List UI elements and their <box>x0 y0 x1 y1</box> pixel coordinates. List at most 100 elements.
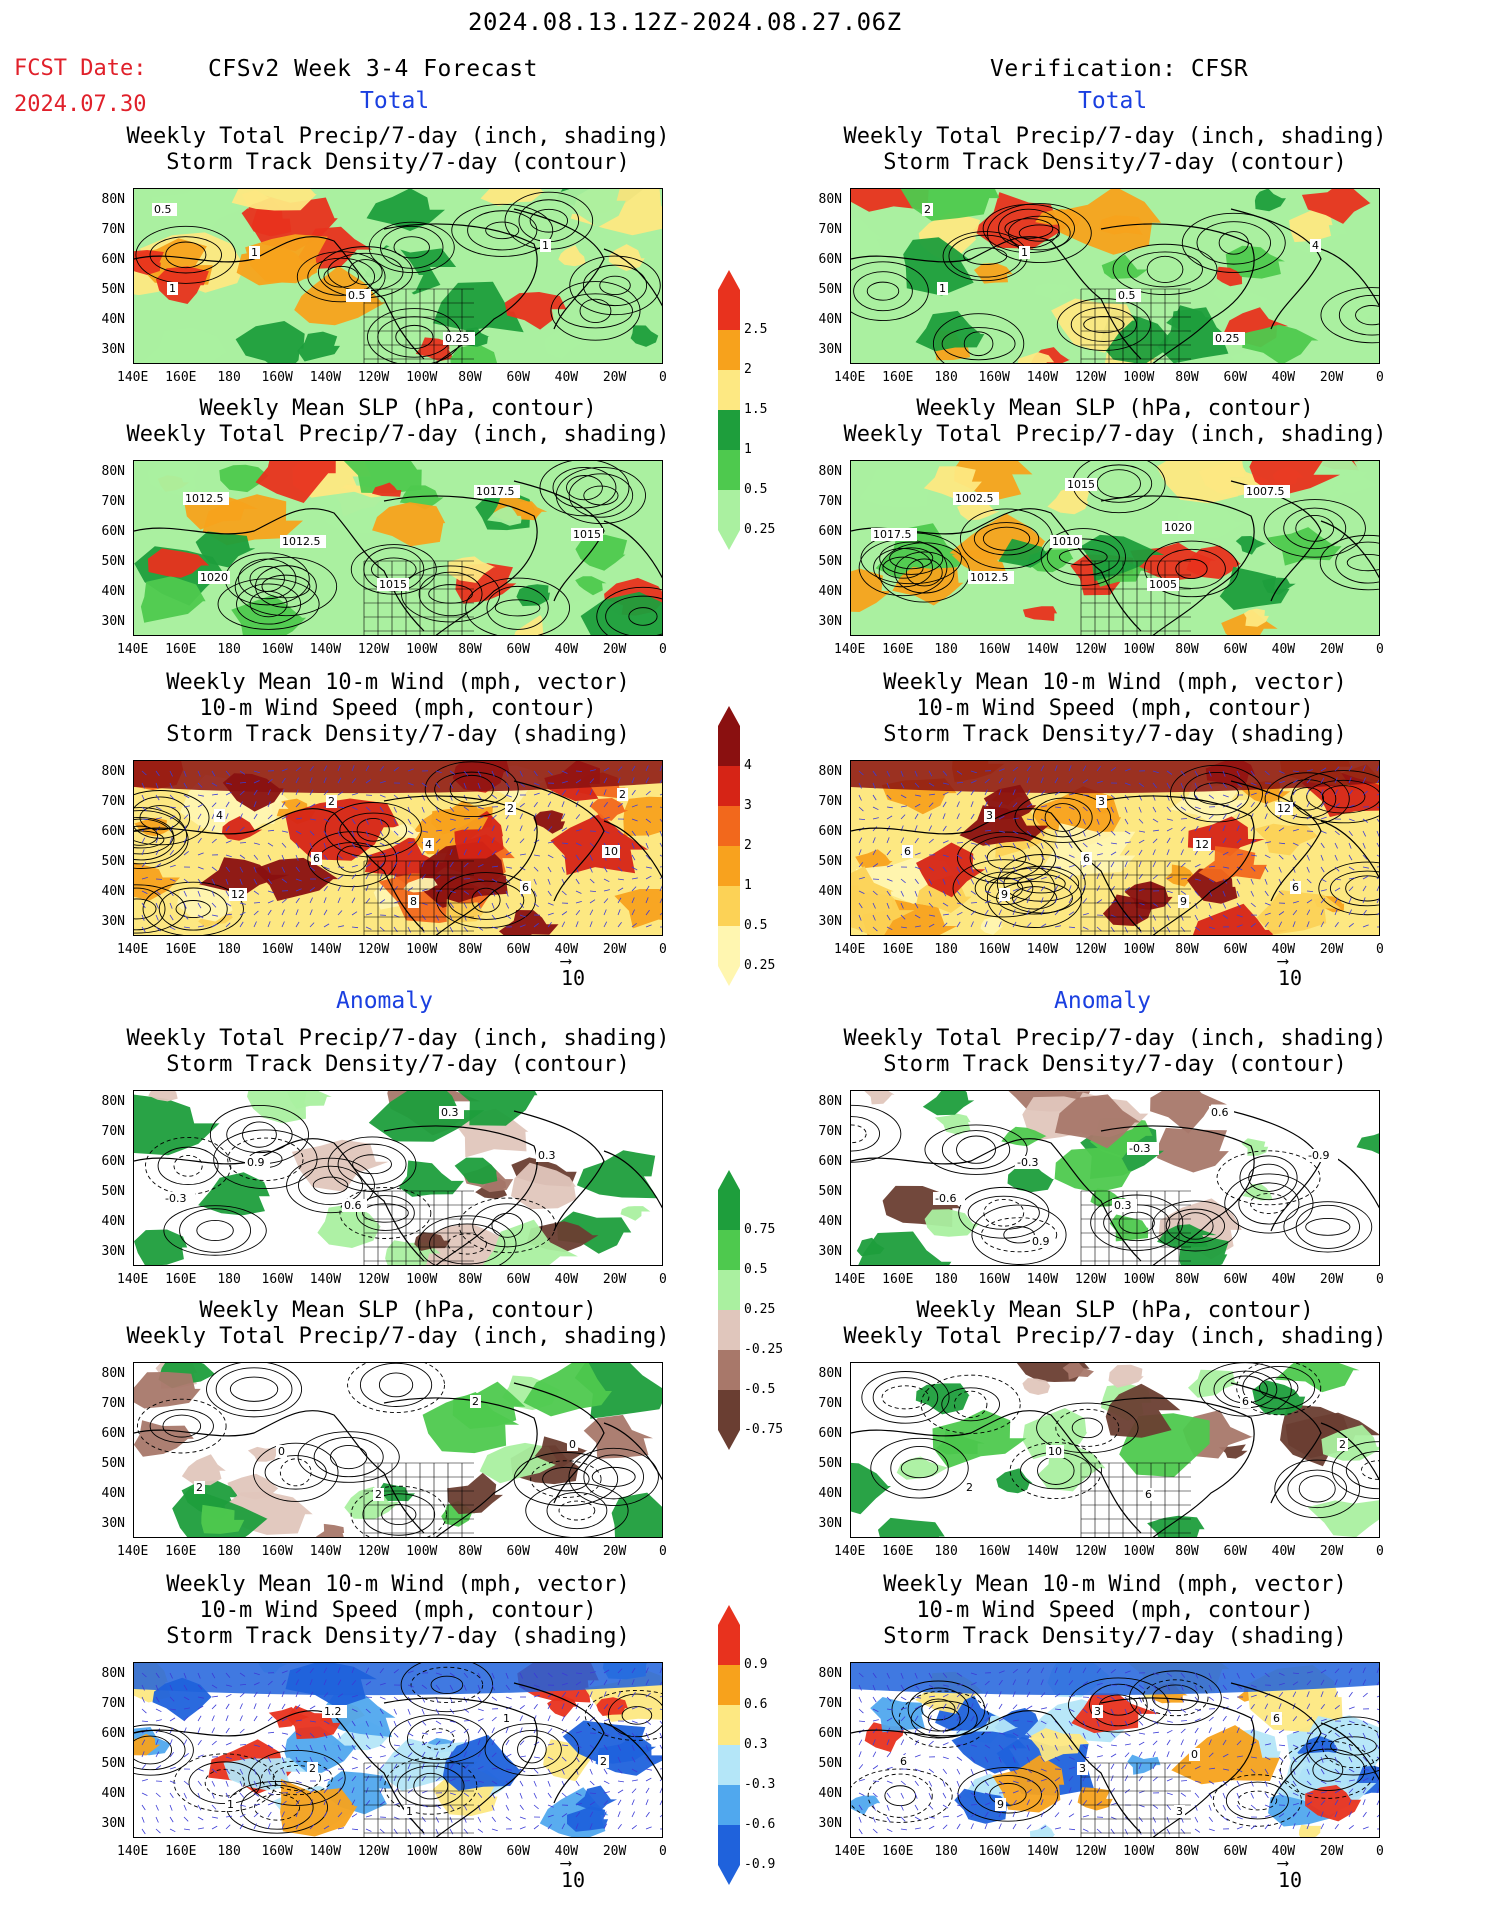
wind-vector <box>155 1696 160 1703</box>
wind-vector <box>197 1754 204 1758</box>
wind-vector <box>477 864 484 868</box>
wind-vector <box>858 849 862 856</box>
contour-line <box>525 1483 629 1537</box>
contour-label: 4 <box>1312 239 1319 252</box>
lon-tick-label: 120W <box>1074 642 1107 657</box>
lon-tick-label: 40W <box>554 1544 579 1559</box>
contour-line <box>941 1130 1011 1170</box>
wind-vector <box>631 1720 638 1724</box>
wind-vector <box>1152 818 1159 823</box>
wind-vector <box>872 1696 877 1703</box>
wind-vector <box>435 849 439 856</box>
wind-vector <box>589 778 595 784</box>
wind-vector <box>603 1691 607 1698</box>
lon-tick-label: 20W <box>1319 942 1344 957</box>
wind-vector <box>914 1739 919 1746</box>
shading-region <box>280 1778 358 1837</box>
wind-vector <box>421 1804 428 1808</box>
wind-vector <box>379 806 384 813</box>
wind-vector <box>589 866 593 873</box>
contour-line <box>1058 548 1108 566</box>
wind-vector <box>365 1667 370 1674</box>
wind-vector <box>1222 1672 1226 1679</box>
lon-tick-label: 120W <box>1074 1272 1107 1287</box>
wind-vector <box>1376 1744 1379 1750</box>
wind-vector <box>942 770 948 776</box>
wind-vector <box>984 1703 988 1710</box>
contour-label: 1 <box>939 282 946 295</box>
contour-line <box>227 1137 304 1181</box>
wind-vector <box>505 770 509 777</box>
wind-vector <box>1068 926 1076 929</box>
wind-vector <box>1362 1787 1367 1794</box>
lon-tick-label: 140W <box>309 1844 342 1859</box>
lon-tick-label: 40W <box>554 370 579 385</box>
wind-vector <box>337 1679 342 1686</box>
wind-vector <box>603 789 607 796</box>
contour-line <box>1345 875 1379 902</box>
wind-vector <box>1292 829 1299 832</box>
wind-vector <box>575 1691 580 1698</box>
shading-region <box>482 1219 578 1265</box>
wind-vector <box>998 1717 1005 1722</box>
wind-vector <box>141 1779 148 1782</box>
contour-line <box>380 225 444 269</box>
wind-vector <box>928 802 934 808</box>
wind-vector <box>1012 1744 1017 1751</box>
wind-vector <box>886 1739 890 1746</box>
wind-vector <box>1082 873 1087 880</box>
wind-vector <box>1334 866 1340 872</box>
wind-vector <box>1068 1708 1075 1712</box>
wind-vector <box>659 1778 662 1782</box>
wind-vector <box>1208 1684 1213 1691</box>
wind-vector <box>900 805 907 808</box>
contour-line <box>1346 553 1379 572</box>
wind-vector <box>1040 1692 1046 1698</box>
wind-vector <box>351 1756 358 1760</box>
wind-vector <box>659 830 662 837</box>
shading-region <box>924 1209 980 1237</box>
wind-vector <box>1292 1812 1298 1818</box>
shading-region <box>498 910 559 935</box>
wind-vector <box>886 806 893 809</box>
wind-vector <box>1334 830 1340 836</box>
wind-vector <box>872 926 878 932</box>
wind-vector <box>1362 1811 1367 1818</box>
wind-vector <box>1026 1811 1030 1818</box>
wind-vector <box>1054 1744 1058 1751</box>
colorbar-cap-top <box>718 1170 740 1190</box>
wind-vector <box>1250 866 1256 872</box>
lon-tick-label: 120W <box>357 1544 390 1559</box>
lon-tick-label: 40W <box>1271 370 1296 385</box>
wind-vector <box>435 861 439 868</box>
wind-vector <box>998 789 1002 796</box>
wind-vector <box>998 866 1003 873</box>
wind-vector <box>645 885 650 892</box>
wind-vector <box>1376 876 1379 880</box>
wind-vector <box>1222 1739 1227 1746</box>
contour-line <box>163 1205 267 1256</box>
contour-line <box>254 1793 301 1821</box>
coastline <box>134 208 662 363</box>
wind-vector <box>421 1816 426 1823</box>
contour-label: 2 <box>328 795 335 808</box>
wind-vector <box>1194 1696 1200 1702</box>
contour-label: 1007.5 <box>1246 485 1285 498</box>
wind-vector <box>1110 1753 1117 1758</box>
contour-line <box>1151 1200 1239 1252</box>
wind-vector <box>1264 770 1270 776</box>
wind-vector <box>379 853 386 856</box>
wind-vector <box>886 878 893 882</box>
wind-vector <box>631 1768 638 1773</box>
wind-vector <box>1306 854 1310 861</box>
wind-vector <box>477 926 484 931</box>
contour-label: 1 <box>406 1805 413 1818</box>
lon-tick-label: 0 <box>1376 1272 1384 1287</box>
wind-vector <box>1012 1799 1017 1806</box>
wind-vector <box>505 1696 512 1700</box>
wind-vector <box>1152 1804 1159 1809</box>
wind-vector <box>519 1826 526 1830</box>
precip-anomaly-colorbar <box>718 1170 740 1454</box>
lon-tick-label: 120W <box>1074 370 1107 385</box>
